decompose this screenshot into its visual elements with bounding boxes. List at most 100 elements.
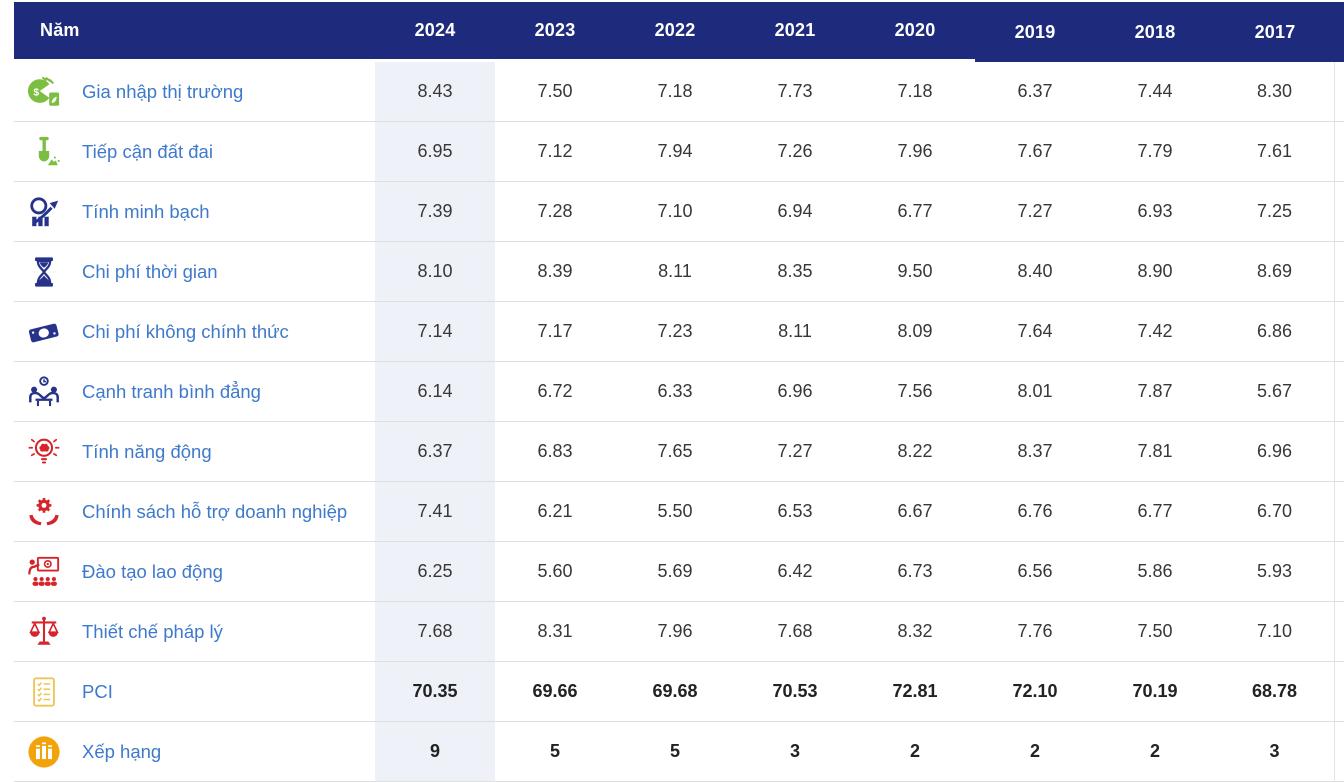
dynamism-icon <box>27 435 61 469</box>
year-2024-header: 2024 <box>375 2 495 59</box>
value-cell: 7.68 <box>777 621 813 641</box>
value-cell: 8.31 <box>537 621 573 641</box>
value-cell: 7.18 <box>897 81 933 101</box>
indicator-link[interactable]: Tiếp cận đất đai <box>82 140 213 162</box>
indicator-cell: Chính sách hỗ trợ doanh nghiệp <box>14 482 375 541</box>
indicator-link[interactable]: Xếp hạng <box>82 740 162 762</box>
value-cell: 6.72 <box>537 381 573 401</box>
year-2019-header: 2019 <box>975 2 1095 62</box>
indicator-cell: Tính năng động <box>14 422 375 481</box>
indicator-cell: Thiết chế pháp lý <box>14 602 375 661</box>
pci-indicators-table: Năm 2024 2023 2022 2021 2020 2019 2018 2… <box>14 0 1344 782</box>
year-2020-header: 2020 <box>855 2 975 59</box>
indicator-link[interactable]: Chính sách hỗ trợ doanh nghiệp <box>82 500 348 522</box>
indicator-link[interactable]: PCI <box>82 680 113 702</box>
value-cell: 72.10 <box>1012 681 1058 701</box>
value-cell: 6.70 <box>1215 482 1335 541</box>
value-cell: 7.96 <box>657 621 693 641</box>
value-cell: 7.64 <box>1017 321 1053 341</box>
pci-score-icon <box>27 675 61 709</box>
year-2021-header: 2021 <box>735 2 855 59</box>
table-row: Tính minh bạch 7.39 7.28 7.10 6.94 6.77 … <box>14 182 1344 242</box>
value-cell: 7.39 <box>375 182 495 241</box>
value-cell: 7.94 <box>657 141 693 161</box>
table-row: Chi phí thời gian 8.10 8.39 8.11 8.35 9.… <box>14 242 1344 302</box>
value-cell: 2 <box>909 741 920 761</box>
market-entry-icon: $ <box>27 75 61 109</box>
value-cell: 6.76 <box>1017 501 1053 521</box>
value-cell: 70.19 <box>1132 681 1178 701</box>
indicator-cell: Chi phí thời gian <box>14 242 375 301</box>
table-row: PCI 70.35 69.66 69.68 70.53 72.81 72.10 … <box>14 662 1344 722</box>
indicator-link[interactable]: Tính năng động <box>82 440 212 462</box>
value-cell: 7.67 <box>1017 141 1053 161</box>
value-cell: 8.69 <box>1215 242 1335 301</box>
value-cell: 7.14 <box>375 302 495 361</box>
value-cell: 6.77 <box>897 201 933 221</box>
value-cell: 68.78 <box>1215 662 1335 721</box>
indicator-link[interactable]: Cạnh tranh bình đẳng <box>82 380 261 402</box>
value-cell: 6.37 <box>375 422 495 481</box>
indicator-cell: Cạnh tranh bình đẳng <box>14 362 375 421</box>
indicator-link[interactable]: Tính minh bạch <box>82 200 210 222</box>
value-cell: 7.50 <box>537 81 573 101</box>
value-cell: 7.79 <box>1137 141 1173 161</box>
value-cell: 7.76 <box>1017 621 1053 641</box>
value-cell: 69.66 <box>532 681 578 701</box>
value-cell: 6.96 <box>1215 422 1335 481</box>
table-row: Tính năng động 6.37 6.83 7.65 7.27 8.22 … <box>14 422 1344 482</box>
value-cell: 7.41 <box>375 482 495 541</box>
indicator-cell: Xếp hạng <box>14 722 375 781</box>
value-cell: 7.10 <box>657 201 693 221</box>
indicator-cell: PCI <box>14 662 375 721</box>
value-cell: 7.81 <box>1137 441 1173 461</box>
value-cell: 5.93 <box>1215 542 1335 601</box>
table-row: Chi phí không chính thức 7.14 7.17 7.23 … <box>14 302 1344 362</box>
value-cell: 7.96 <box>897 141 933 161</box>
indicator-link[interactable]: Chi phí thời gian <box>82 260 218 282</box>
value-cell: 6.56 <box>1017 561 1053 581</box>
value-cell: 5.67 <box>1215 362 1335 421</box>
value-cell: 7.50 <box>1137 621 1173 641</box>
value-cell: 6.21 <box>537 501 573 521</box>
table-row: Chính sách hỗ trợ doanh nghiệp 7.41 6.21… <box>14 482 1344 542</box>
value-cell: 7.87 <box>1137 381 1173 401</box>
value-cell: 6.67 <box>897 501 933 521</box>
transparency-icon <box>27 195 61 229</box>
year-2023-header: 2023 <box>495 2 615 59</box>
value-cell: 6.42 <box>777 561 813 581</box>
value-cell: 8.01 <box>1017 381 1053 401</box>
year-2017-header: 2017 <box>1215 2 1335 62</box>
table-header: Năm 2024 2023 2022 2021 2020 2019 2018 2… <box>14 0 1344 62</box>
value-cell: 7.26 <box>777 141 813 161</box>
value-cell: 6.94 <box>777 201 813 221</box>
value-cell: 7.10 <box>1215 602 1335 661</box>
value-cell: 3 <box>789 741 800 761</box>
year-header-label: Năm <box>14 2 375 59</box>
year-2018-header: 2018 <box>1095 2 1215 62</box>
indicator-link[interactable]: Đào tạo lao động <box>82 560 223 582</box>
value-cell: 7.61 <box>1215 122 1335 181</box>
indicator-cell: $ Gia nhập thị trường <box>14 62 375 121</box>
value-cell: 6.25 <box>375 542 495 601</box>
value-cell: 69.68 <box>652 681 698 701</box>
value-cell: 8.90 <box>1137 261 1173 281</box>
indicator-link[interactable]: Chi phí không chính thức <box>82 320 289 342</box>
value-cell: 8.32 <box>897 621 933 641</box>
value-cell: 7.42 <box>1137 321 1173 341</box>
value-cell: 6.95 <box>375 122 495 181</box>
value-cell: 8.43 <box>375 62 495 121</box>
value-cell: 8.37 <box>1017 441 1053 461</box>
indicator-link[interactable]: Gia nhập thị trường <box>82 80 244 102</box>
informal-charges-icon <box>27 315 61 349</box>
indicator-link[interactable]: Thiết chế pháp lý <box>82 620 223 642</box>
value-cell: 70.53 <box>772 681 818 701</box>
value-cell: 6.93 <box>1137 201 1173 221</box>
indicator-cell: Tính minh bạch <box>14 182 375 241</box>
value-cell: 5 <box>549 741 560 761</box>
indicator-cell: Tiếp cận đất đai <box>14 122 375 181</box>
value-cell: 8.30 <box>1215 62 1335 121</box>
value-cell: 70.35 <box>375 662 495 721</box>
value-cell: 3 <box>1215 722 1335 781</box>
svg-text:$: $ <box>33 87 39 98</box>
